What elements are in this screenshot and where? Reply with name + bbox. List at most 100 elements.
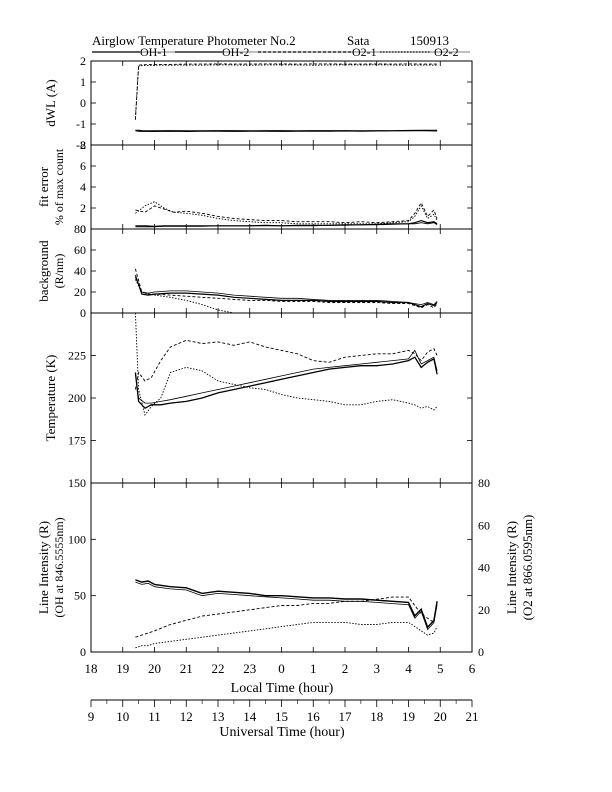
time-axes: 18 19 20 21 22 23 0 1 2 3 4 5 69 10 11 12 13 14 15 16 17 18 19… <box>85 661 479 724</box>
local-time-tick-label: 20 <box>148 661 161 676</box>
series-line-o2-1 <box>134 268 438 309</box>
y-tick-label: 100 <box>68 532 86 546</box>
y-axis-label: fit error <box>36 166 51 207</box>
legend-entry-o2-1: O2-1 <box>352 45 377 59</box>
series-line-o2-2 <box>135 201 438 225</box>
station-name: Sata <box>347 33 370 48</box>
y-tick-label: 60 <box>74 243 86 257</box>
series-line-oh-2 <box>135 222 438 228</box>
y-axis-label: background <box>36 240 51 302</box>
ut-tick-label: 9 <box>88 709 95 724</box>
panel-fit-error: 8 6 4 2 0 fit error% of max count <box>36 138 473 236</box>
y-axis-label: Temperature (K) <box>43 355 58 442</box>
y-axis-label-2: (R/nm) <box>52 254 66 289</box>
local-time-tick-label: 4 <box>405 661 412 676</box>
y2-tick-label: 40 <box>478 561 490 575</box>
ut-tick-label: 21 <box>466 709 479 724</box>
y-tick-label: 2 <box>80 201 86 215</box>
y-tick-label: 175 <box>68 434 86 448</box>
y-tick-label: 40 <box>74 264 86 278</box>
date-code: 150913 <box>410 33 449 48</box>
y-tick-label: -1 <box>76 117 86 131</box>
local-time-tick-label: 18 <box>85 661 98 676</box>
panel-dWL: 2 1 0 -1 -2 dWL (A) <box>43 54 473 152</box>
legend-entry-oh-2: OH-2 <box>222 45 249 59</box>
y2-axis-label-2: (O2 at 866.0595nm) <box>520 515 535 621</box>
y2-tick-label: 0 <box>478 645 484 659</box>
y-tick-label: 80 <box>74 222 86 236</box>
ut-tick-label: 20 <box>434 709 447 724</box>
ut-tick-label: 13 <box>212 709 225 724</box>
y-tick-label: 0 <box>80 222 86 236</box>
ut-tick-label: 14 <box>243 709 257 724</box>
local-time-tick-label: 6 <box>469 661 476 676</box>
y-tick-label: 4 <box>80 180 86 194</box>
y-tick-label: 225 <box>68 349 86 363</box>
y2-tick-label: 80 <box>478 476 490 490</box>
y-tick-label: 0 <box>80 96 86 110</box>
local-time-tick-label: 19 <box>116 661 129 676</box>
series-line-oh-2 <box>135 349 438 404</box>
ut-tick-label: 12 <box>180 709 193 724</box>
series-line-oh-1 <box>134 356 438 410</box>
y-tick-label: 0 <box>80 306 86 320</box>
local-time-tick-label: 2 <box>342 661 349 676</box>
legend-entry-o2-2: O2-2 <box>434 45 459 59</box>
series-line-o2-1 <box>134 339 438 390</box>
y-tick-label: 8 <box>80 138 86 152</box>
ut-tick-label: 15 <box>275 709 288 724</box>
series-line-oh-2 <box>135 581 438 631</box>
panel-frame <box>90 60 473 146</box>
local-time-tick-label: 23 <box>243 661 256 676</box>
series-line-oh-2 <box>135 130 438 133</box>
universal-time-label: Universal Time (hour) <box>219 725 345 740</box>
local-time-tick-label: 21 <box>180 661 193 676</box>
y-tick-label: -2 <box>76 138 86 152</box>
series-line-oh-1 <box>134 275 438 308</box>
series-line-oh-1 <box>135 219 438 228</box>
y-tick-label: 150 <box>68 476 86 490</box>
series-line-o2-1 <box>134 63 438 120</box>
panel-frame <box>90 312 473 484</box>
y-tick-label: 2 <box>80 54 86 68</box>
legend-entry-oh-1: OH-1 <box>140 45 167 59</box>
y-tick-label: 200 <box>68 391 86 405</box>
series-line-oh-2 <box>135 277 438 306</box>
ut-tick-label: 18 <box>370 709 383 724</box>
series-line-o2-2 <box>134 64 438 118</box>
ut-tick-label: 19 <box>402 709 415 724</box>
y-tick-label: 50 <box>74 589 86 603</box>
ut-tick-label: 10 <box>116 709 129 724</box>
series-line-o2-2 <box>134 279 234 314</box>
y-axis-label: dWL (A) <box>43 79 58 127</box>
ut-tick-label: 11 <box>148 709 161 724</box>
local-time-tick-label: 3 <box>374 661 381 676</box>
local-time-label: Local Time (hour) <box>231 681 334 696</box>
legend: OH-1 OH-2 O2-1 O2-2 <box>92 45 470 59</box>
panel-background: 80 60 40 20 0 background (R/nm) <box>36 222 473 320</box>
y-tick-label: 0 <box>80 645 86 659</box>
y2-tick-label: 60 <box>478 518 490 532</box>
series-line-o2-1 <box>135 201 438 224</box>
local-time-tick-label: 5 <box>437 661 444 676</box>
y-tick-label: 1 <box>80 75 86 89</box>
series-line-o2-1 <box>135 596 438 638</box>
y-tick-label: 20 <box>74 285 86 299</box>
panel-temperature: 225 200 175 Temperature (K) <box>43 312 473 484</box>
series-line-o2-2 <box>135 621 438 649</box>
local-time-tick-label: 22 <box>212 661 225 676</box>
figure-title: Airglow Temperature Photometer No.2 <box>92 33 296 48</box>
y2-tick-label: 20 <box>478 603 490 617</box>
local-time-tick-label: 0 <box>278 661 285 676</box>
y-axis-label: Line Intensity (R) <box>36 521 51 614</box>
y-axis-label-2: (OH at 846.5555nm) <box>52 517 66 617</box>
ut-tick-label: 16 <box>307 709 321 724</box>
y2-axis-label: Line Intensity (R) <box>504 521 519 614</box>
y-tick-label: 6 <box>80 159 86 173</box>
y-axis-label-2: % of max count <box>52 148 66 225</box>
ut-tick-label: 17 <box>339 709 353 724</box>
local-time-tick-label: 1 <box>310 661 317 676</box>
